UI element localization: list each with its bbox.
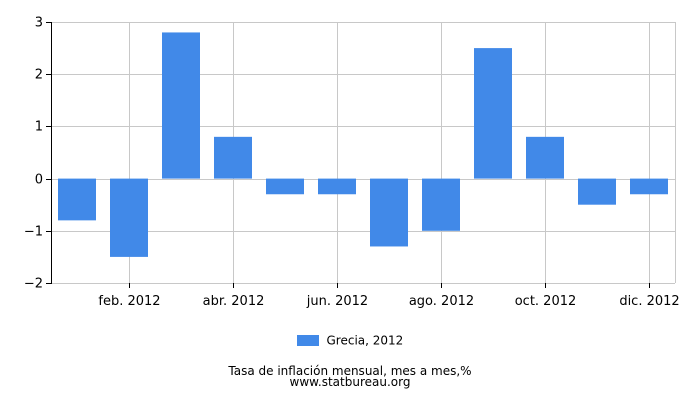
y-tick-label: −1 [24,225,43,240]
axes [46,22,650,288]
legend-label: Grecia, 2012 [326,333,404,348]
source-label: www.statbureau.org [289,375,411,389]
bar [58,178,96,221]
x-tick-label: abr. 2012 [203,294,265,309]
bar [578,178,616,205]
bar [630,178,668,195]
tick-labels: −2 −1 0 1 2 3 feb. 2012 abr. 2012 jun. 2012 ago. … [24,16,680,310]
y-tick-label: 1 [35,120,43,135]
x-tick-label: jun. 2012 [306,294,368,309]
bar [162,32,200,179]
bar [422,178,460,231]
bar [318,178,356,195]
chart-title: Tasa de inflación mensual, mes a mes,% [228,364,472,378]
y-tick-label: 0 [35,173,43,188]
bar [526,136,564,179]
bar [474,48,512,179]
y-tick-label: −2 [24,277,43,292]
x-tick-label: feb. 2012 [98,294,160,309]
x-tick-label: dic. 2012 [619,294,679,309]
bar [266,178,304,195]
y-tick-label: 2 [35,68,43,83]
bar [370,178,408,247]
legend: Grecia, 2012 [0,333,700,348]
bar [110,178,148,257]
x-tick-label: ago. 2012 [409,294,474,309]
bar [214,136,252,179]
bars [58,32,668,257]
x-tick-label: oct. 2012 [515,294,577,309]
legend-swatch [296,335,319,346]
y-tick-label: 3 [35,16,43,31]
grid-lines [51,22,676,284]
